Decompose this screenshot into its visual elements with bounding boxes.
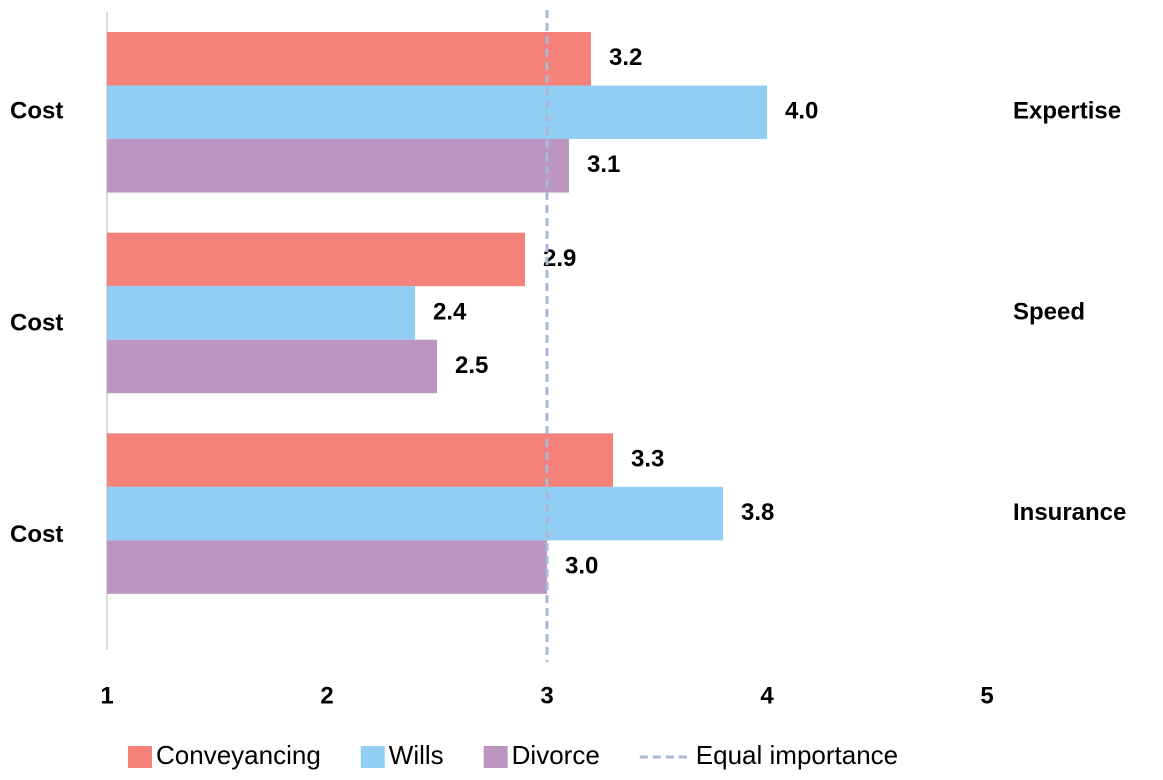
category-right-label: Speed — [1013, 298, 1085, 325]
value-label: 4.0 — [785, 98, 818, 125]
category-label: Cost — [10, 98, 63, 125]
bar — [107, 232, 525, 287]
category-label: Cost — [10, 521, 63, 548]
x-tick-label: 5 — [980, 682, 993, 709]
category-label: Cost — [10, 309, 63, 336]
legend-label: Wills — [389, 740, 444, 770]
value-label: 2.4 — [433, 298, 467, 325]
x-tick-label: 2 — [320, 682, 333, 709]
bar — [107, 433, 613, 487]
legend-label: Divorce — [512, 740, 600, 770]
bar — [107, 139, 569, 193]
category-right-label: Expertise — [1013, 98, 1121, 125]
value-label: 3.2 — [609, 44, 642, 71]
legend-swatch — [128, 746, 152, 768]
value-label: 3.1 — [587, 151, 620, 178]
legend-swatch — [483, 746, 508, 768]
bar — [107, 286, 415, 340]
legend-label: Equal importance — [696, 740, 898, 770]
value-label: 3.0 — [565, 552, 598, 579]
value-label: 2.5 — [455, 352, 488, 379]
x-tick-label: 3 — [540, 682, 553, 709]
legend-swatch — [360, 746, 385, 768]
category-right-label: Insurance — [1013, 499, 1126, 526]
value-label: 3.3 — [631, 445, 664, 472]
x-tick-label: 1 — [100, 682, 113, 709]
value-label: 2.9 — [543, 245, 576, 272]
x-tick-label: 4 — [760, 682, 774, 709]
bar — [107, 85, 767, 140]
bar — [107, 32, 591, 86]
value-label: 3.8 — [741, 499, 774, 526]
bar — [107, 540, 547, 594]
bar — [107, 486, 723, 541]
legend-label: Conveyancing — [156, 740, 321, 770]
bar — [107, 339, 437, 394]
